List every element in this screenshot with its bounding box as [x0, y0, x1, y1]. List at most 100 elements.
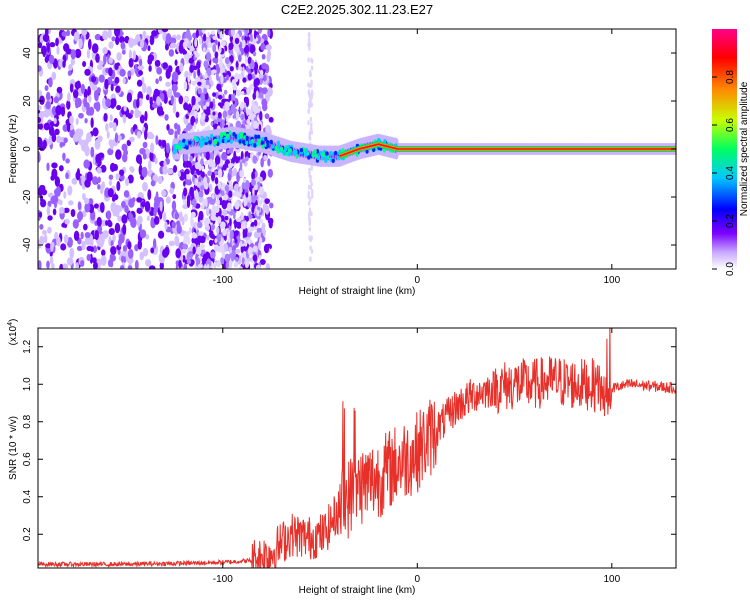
spectrogram-cell — [267, 168, 273, 178]
spectrogram-cell — [149, 151, 154, 162]
spectrogram-cell — [147, 189, 152, 201]
spectrogram-cell — [159, 110, 165, 116]
spectrogram-cell — [214, 56, 219, 65]
spectrogram-cell — [55, 37, 59, 47]
spectrogram-cell — [310, 193, 314, 199]
spectrogram-cell — [182, 243, 189, 250]
spectrogram-cell — [86, 171, 93, 182]
spectrogram-cell — [245, 140, 249, 145]
spectrogram-cell — [66, 29, 71, 37]
spectrogram-cell — [97, 176, 101, 184]
spectrogram-cell — [216, 233, 222, 243]
spectrogram-cell — [248, 109, 252, 117]
spectrogram-cell — [310, 127, 313, 133]
spectrogram-cell — [86, 48, 90, 59]
spectrogram-cell — [46, 162, 50, 172]
spectrogram-cell — [261, 54, 266, 60]
spectrogram-cell — [205, 151, 210, 161]
spectrogram-cell — [83, 159, 90, 169]
spectrogram-cell — [55, 105, 62, 116]
spectrogram-cell — [78, 112, 84, 119]
x-tick-label: 0 — [415, 574, 421, 585]
y-tick-label: 0 — [22, 146, 33, 152]
spectrogram-cell — [185, 29, 191, 40]
spectrogram-cell — [238, 54, 242, 63]
spectrogram-cell — [183, 213, 188, 222]
spectrogram-cell — [276, 143, 280, 148]
spectrogram-cell — [39, 110, 46, 118]
spectrogram-cell — [176, 124, 181, 135]
spectrogram-cell — [141, 166, 148, 178]
spectrogram-cell — [172, 103, 177, 114]
spectrogram-cell — [74, 97, 80, 109]
spectrogram-cell — [308, 104, 311, 110]
spectrogram-cell — [134, 244, 139, 252]
spectrogram-cell — [321, 156, 325, 161]
spectrogram-cell — [162, 62, 168, 69]
spectrogram-cell — [208, 140, 212, 145]
spectrogram-cell — [200, 170, 203, 177]
spectrogram-cell — [186, 197, 191, 208]
spectrogram-cell — [39, 184, 46, 191]
spectrogram-cell — [245, 123, 251, 130]
spectrogram-cell — [114, 222, 121, 234]
spectrogram-cell — [310, 235, 313, 241]
spectrogram-cell — [97, 64, 103, 71]
spectrogram-cell — [279, 146, 284, 152]
spectrogram-cell — [66, 99, 71, 110]
spectrogram-cell — [119, 36, 125, 44]
spectrogram-cell — [157, 175, 163, 185]
spectrogram-cell — [155, 191, 159, 203]
spectrogram-cell — [44, 85, 49, 91]
spectrogram-cell — [265, 44, 272, 51]
spectrogram-cell — [208, 208, 212, 215]
spectrogram-cell — [217, 102, 223, 107]
spectrogram-cell — [113, 29, 121, 37]
spectrogram-cell — [126, 92, 133, 103]
spectrogram-cell — [258, 123, 262, 133]
spectrogram-cell — [251, 205, 255, 214]
spectrogram-cell — [51, 71, 57, 81]
spectrogram-cell — [249, 44, 256, 54]
spectrogram-cell — [156, 95, 161, 106]
spectrogram-cell — [214, 176, 219, 185]
spectrogram-cell — [179, 141, 183, 146]
spectrogram-cell — [161, 139, 167, 148]
spectrogram-cell — [54, 176, 61, 187]
spectrogram-cell — [203, 60, 209, 68]
spectrogram-cell — [184, 85, 188, 90]
spectrogram-cell — [203, 105, 207, 110]
spectrogram-cell — [128, 58, 134, 68]
spectrogram-cell — [232, 92, 236, 102]
spectrogram-cell — [205, 72, 208, 80]
spectrogram-cell — [235, 47, 240, 53]
spectrogram-cell — [81, 210, 87, 218]
spectrogram-cell — [236, 134, 240, 139]
spectrogram-cell — [127, 174, 134, 184]
spectrogram-cell — [308, 132, 311, 138]
spectrogram-cell — [251, 99, 255, 107]
spectrogram-cell — [99, 202, 105, 213]
spectrogram-cell — [129, 136, 135, 142]
colorbar-tick-label: 0.0 — [725, 262, 736, 276]
spectrogram-cell — [307, 190, 310, 196]
spectrogram-cell — [198, 139, 203, 145]
spectrogram-cell — [200, 142, 204, 148]
spectrogram-cell — [123, 149, 129, 157]
spectrogram-cell — [114, 132, 119, 143]
spectrogram-cell — [63, 43, 70, 52]
spectrogram-cell — [104, 78, 109, 90]
spectrogram-cell — [244, 260, 250, 266]
spectrogram-cell — [261, 98, 268, 107]
spectrogram-cell — [38, 105, 42, 111]
spectrogram-cell — [184, 140, 188, 145]
spectrogram-cell — [181, 248, 187, 254]
spectrogram-cell — [161, 29, 169, 33]
spectrogram-cell — [152, 238, 157, 250]
spectrogram-cell — [239, 187, 243, 194]
spectrogram-cell — [182, 203, 189, 210]
spectrogram-cell — [145, 259, 152, 267]
snr-x-ticks: -100 0 100 — [213, 328, 621, 585]
spectrogram-cell — [92, 245, 98, 253]
